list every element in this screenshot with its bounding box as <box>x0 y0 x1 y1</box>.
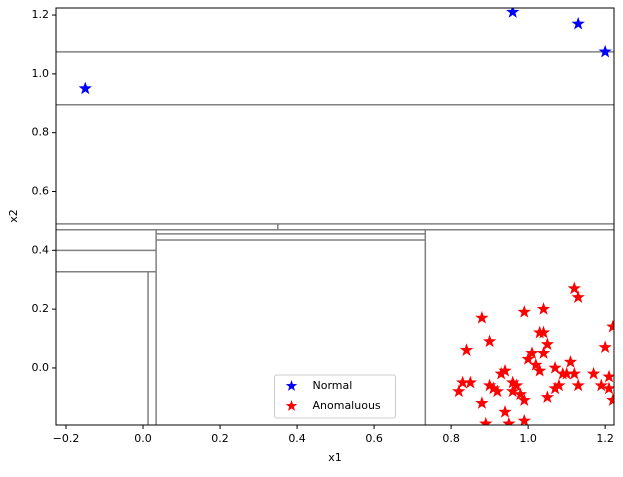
point <box>525 346 539 359</box>
point <box>559 366 574 380</box>
point <box>533 363 547 377</box>
point <box>452 384 466 398</box>
point <box>567 281 581 295</box>
point <box>602 369 614 383</box>
point <box>606 393 614 406</box>
point <box>513 387 528 401</box>
y-tick-label: 0.2 <box>32 302 50 315</box>
point <box>517 393 531 406</box>
point <box>536 302 551 315</box>
point <box>540 337 555 351</box>
point <box>475 396 489 409</box>
point <box>602 381 614 395</box>
point <box>479 416 493 425</box>
y-tick-label: 1.2 <box>32 8 50 21</box>
point <box>482 334 497 348</box>
point <box>540 390 555 404</box>
point <box>548 381 562 395</box>
legend-label: Anomaluous <box>313 399 381 412</box>
point <box>563 355 578 368</box>
point <box>494 366 508 380</box>
point <box>517 413 531 425</box>
point <box>498 405 512 418</box>
y-axis-label: x2 <box>7 209 20 223</box>
y-tick-label: 0.8 <box>32 126 50 139</box>
point <box>509 378 524 392</box>
legend-box <box>274 374 396 419</box>
point <box>482 378 497 392</box>
y-tick-label: 0.0 <box>32 361 50 374</box>
point <box>498 363 512 377</box>
point <box>459 343 474 356</box>
y-tick-label: 0.4 <box>32 243 50 256</box>
point <box>78 81 92 95</box>
point <box>598 340 612 354</box>
point <box>502 416 516 425</box>
point <box>517 305 531 318</box>
point <box>486 381 501 395</box>
y-tick-label: 1.0 <box>32 67 50 80</box>
point <box>536 346 551 359</box>
x-tick-label: 1.0 <box>519 432 537 445</box>
point <box>490 384 504 398</box>
x-tick-label: 0.6 <box>365 432 383 445</box>
x-tick-label: 0.2 <box>211 432 229 445</box>
point <box>456 375 470 389</box>
point <box>552 378 566 392</box>
x-tick-label: 0.4 <box>288 432 306 445</box>
point <box>586 366 601 380</box>
y-tick-label: 0.6 <box>32 185 50 198</box>
x-tick-label: 0.8 <box>442 432 460 445</box>
point <box>506 8 520 18</box>
point <box>506 375 520 389</box>
x-tick-label: −0.2 <box>53 432 80 445</box>
point <box>536 325 551 339</box>
point <box>529 358 543 371</box>
point <box>594 378 608 392</box>
point <box>598 44 612 58</box>
point <box>571 290 585 304</box>
point <box>475 310 489 324</box>
point <box>571 378 585 392</box>
point <box>571 16 585 30</box>
plot-frame <box>55 7 615 426</box>
legend-marker <box>285 380 298 391</box>
legend-marker <box>285 400 298 411</box>
legend-label: Normal <box>313 379 353 392</box>
x-axis-label: x1 <box>328 451 342 464</box>
point <box>606 319 614 333</box>
point <box>548 360 562 374</box>
x-tick-label: 0.0 <box>134 432 152 445</box>
point <box>463 375 478 389</box>
point <box>567 366 581 380</box>
x-tick-label: 1.2 <box>596 432 614 445</box>
